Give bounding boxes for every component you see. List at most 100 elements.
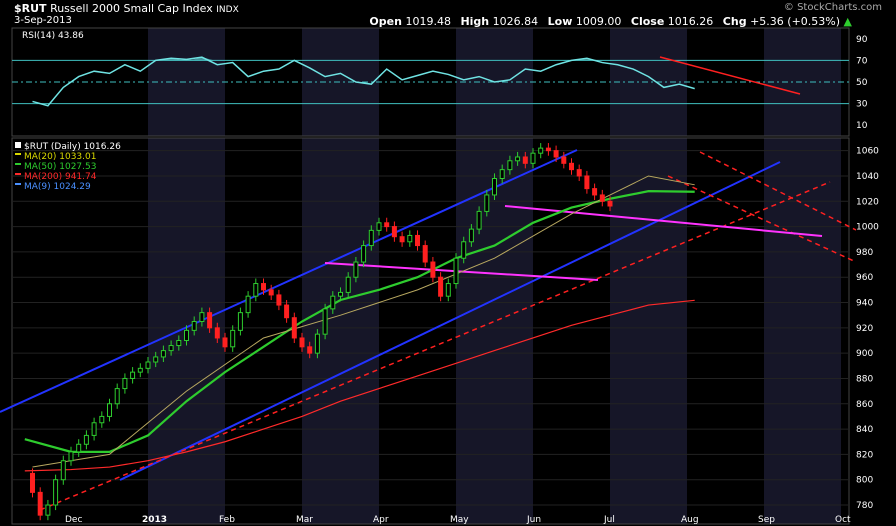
candle-body <box>191 321 197 331</box>
rsi-line <box>32 56 695 107</box>
price-tick-label: 980 <box>856 248 873 258</box>
price-tick-label: 820 <box>856 450 873 460</box>
legend-ma20: MA(20) 1033.01 <box>24 152 96 162</box>
candle-body <box>76 443 82 453</box>
ma200-line <box>24 299 695 472</box>
candle-body <box>268 289 274 296</box>
legend-ma200: MA(200) 941.74 <box>24 172 97 182</box>
price-tick-label: 960 <box>856 273 873 283</box>
price-tick-label: 940 <box>856 299 873 309</box>
x-tick-label: May <box>450 515 469 525</box>
dashed-down-line-2 <box>667 175 857 263</box>
candle-body <box>338 291 343 297</box>
candle-body <box>176 339 182 347</box>
candle-body <box>399 236 405 243</box>
candle-body <box>222 337 228 348</box>
candle-body <box>499 169 505 179</box>
low-label: Low <box>547 15 573 28</box>
candle-body <box>453 257 459 285</box>
rsi-y-ticks: 10 30 50 70 90 <box>856 35 868 131</box>
candle-body <box>376 222 382 231</box>
candle-body <box>484 194 490 212</box>
candle-body <box>599 194 605 202</box>
month-band <box>302 138 379 524</box>
legend-swatch-ma9 <box>15 183 21 185</box>
x-tick-label: Oct <box>835 515 851 525</box>
legend-swatch-rut <box>15 142 21 148</box>
candle-body <box>53 479 59 506</box>
open-label: Open <box>369 15 402 28</box>
high-label: High <box>460 15 490 28</box>
candle-body <box>237 312 243 331</box>
candle-body <box>468 228 474 243</box>
open-value: 1019.48 <box>405 15 451 28</box>
candle-body <box>545 147 551 152</box>
ohlc-summary: Open 1019.48 High 1026.84 Low 1009.00 Cl… <box>369 15 852 28</box>
candle-body <box>184 329 189 341</box>
candle-body <box>584 175 590 190</box>
candle-body <box>160 350 166 358</box>
candle-body <box>30 472 35 493</box>
watermark: © StockCharts.com <box>783 2 882 13</box>
rsi-tick-label: 50 <box>856 78 868 88</box>
rsi-tick-label: 30 <box>856 100 868 110</box>
candle-body <box>207 312 213 329</box>
legend-swatch-ma50 <box>15 163 21 165</box>
price-tick-label: 900 <box>856 349 873 359</box>
candle-body <box>576 169 582 177</box>
legend-swatch-ma200 <box>15 173 21 175</box>
x-tick-label: Mar <box>296 515 313 525</box>
candle-body <box>83 434 89 445</box>
candle-body <box>322 308 328 335</box>
candle-body <box>438 276 444 297</box>
candle-body <box>476 210 482 230</box>
month-band <box>610 138 687 524</box>
candle-body <box>384 222 390 228</box>
candle-body <box>361 245 367 263</box>
dashed-down-line-1 <box>699 151 857 231</box>
candle-body <box>130 371 136 379</box>
x-tick-label: Feb <box>219 515 235 525</box>
rsi-panel-frame <box>11 27 850 137</box>
price-tick-label: 1000 <box>856 223 879 233</box>
index-name-label: Russell 2000 Small Cap Index <box>50 2 213 15</box>
price-tick-label: 1060 <box>856 147 879 157</box>
lower-channel-line <box>119 161 781 481</box>
price-tick-label: 780 <box>856 501 873 511</box>
candle-body <box>230 329 236 348</box>
x-tick-label: Dec <box>65 515 82 525</box>
candle-body <box>415 234 420 247</box>
x-tick-label: 2013 <box>142 515 167 525</box>
exchange-label: INDX <box>216 5 239 15</box>
price-tick-label: 1040 <box>856 172 879 182</box>
candle-body <box>592 188 598 196</box>
candle-body <box>60 460 66 481</box>
change-label: Chg <box>722 15 747 28</box>
up-arrow-icon: ▲ <box>843 15 852 28</box>
rsi-tick-label: 10 <box>856 121 868 131</box>
candle-body <box>291 317 297 339</box>
price-tick-label: 880 <box>856 374 873 384</box>
candle-body <box>353 261 359 278</box>
upper-channel-line <box>0 149 578 413</box>
candle-body <box>107 403 112 417</box>
candle-body <box>569 162 574 171</box>
candle-body <box>553 150 559 158</box>
month-band <box>764 138 841 524</box>
candle-body <box>91 422 97 436</box>
dashed-support-line <box>39 181 831 511</box>
rsi-legend: RSI(14) 43.86 <box>22 31 84 41</box>
candle-body <box>607 200 613 207</box>
x-tick-label: Jul <box>603 515 615 525</box>
candle-body <box>37 491 43 516</box>
price-panel: 780 800 820 840 860 880 900 920 940 960 980 1000 102… <box>0 137 879 525</box>
candle-body <box>153 356 159 363</box>
candle-body <box>145 361 151 369</box>
rsi-panel: 10 30 50 70 90 RSI(14) 43.86 <box>11 27 868 137</box>
chart-header-title: $RUT Russell 2000 Small Cap Index INDX <box>14 2 239 15</box>
legend-swatch-ma20 <box>15 153 21 155</box>
symbol-label: $RUT <box>14 2 47 15</box>
resistance-line-2 <box>504 205 823 237</box>
candle-body <box>199 312 205 323</box>
